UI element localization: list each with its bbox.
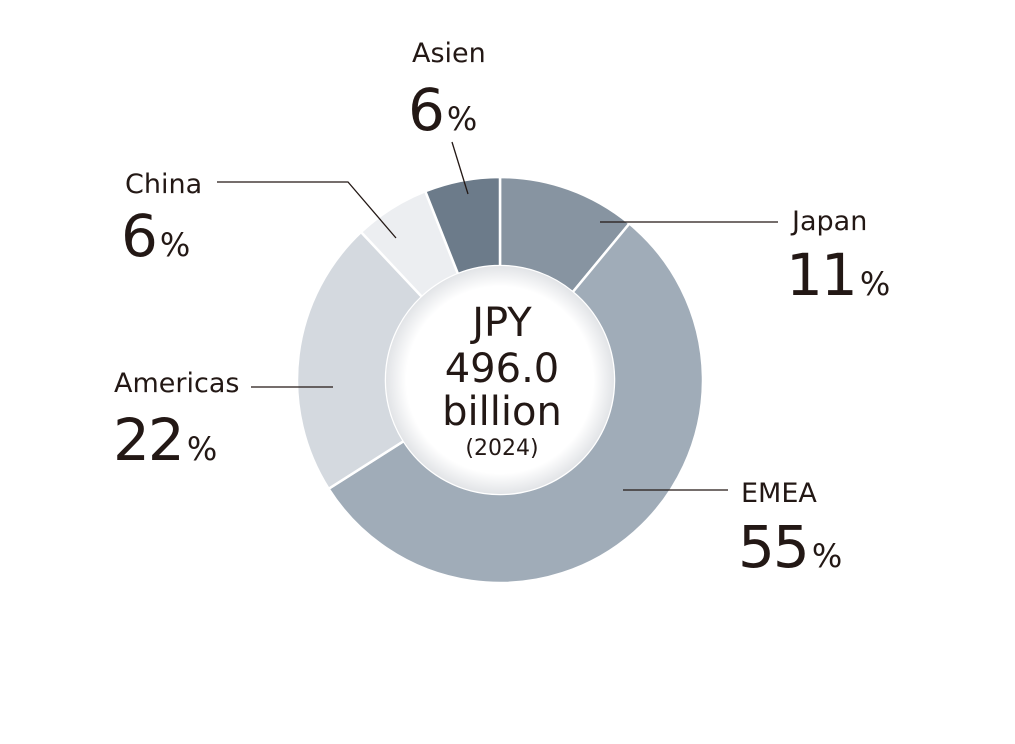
percent-sign: %: [187, 430, 216, 468]
percent-sign: %: [160, 226, 189, 264]
slice-asien: [423, 175, 502, 276]
center-label-line3: billion: [442, 389, 562, 435]
percent-sign: %: [447, 100, 476, 138]
slice-label-china: China: [125, 169, 202, 200]
leader-line-china: [217, 181, 397, 239]
slice-label-emea: EMEA: [741, 478, 817, 509]
percent-sign: %: [860, 265, 889, 303]
slice-label-asien: Asien: [412, 38, 486, 69]
slice-value-americas: 22%: [113, 406, 216, 474]
slice-label-japan: Japan: [790, 206, 867, 237]
donut-slices: [295, 175, 705, 585]
slice-value-japan: 11%: [786, 241, 889, 309]
leader-line-asien: [451, 141, 469, 195]
center-label-line1: JPY: [469, 300, 532, 346]
percent-sign: %: [812, 537, 841, 575]
slice-value-asien: 6%: [408, 76, 476, 144]
slice-value-china: 6%: [121, 202, 189, 270]
center-label-line2: 496.0: [445, 346, 560, 392]
donut-center: [386, 266, 614, 494]
center-label-line4: (2024): [465, 436, 538, 461]
slice-value-emea: 55%: [738, 513, 841, 581]
slice-label-americas: Americas: [114, 368, 239, 399]
